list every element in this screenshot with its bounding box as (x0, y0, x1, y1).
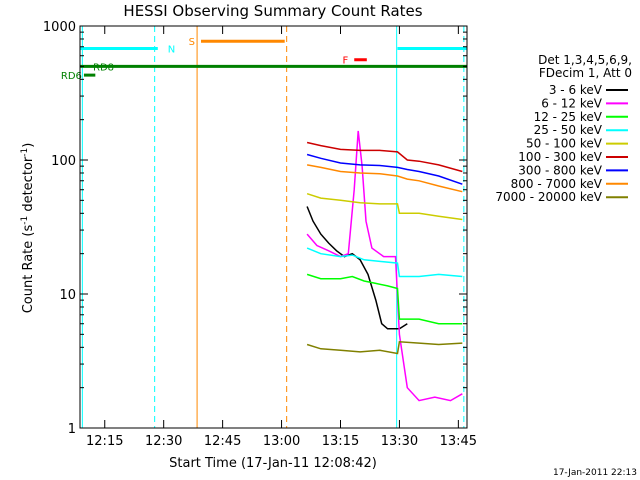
flag-label-rd8: RD8 (93, 62, 114, 73)
flag-bars: N S F RD8 RD6 (61, 37, 467, 82)
series-line-12-25-kev (306, 273, 463, 325)
plot-frame (79, 25, 468, 429)
y-tick-label-1: 1 (68, 422, 76, 437)
footer-timestamp: 17-Jan-2011 22:13 (553, 468, 637, 478)
y-axis-label: Count Rate (s-1 detector-1) (20, 143, 36, 314)
x-tick-label-12-30: 12:30 (145, 434, 182, 449)
legend-header-0: Det 1,3,4,5,6,9, (538, 53, 632, 67)
series-line-800-7000-kev (306, 164, 463, 193)
axis-ticks: 12:15 12:30 12:45 13:00 13:15 13:30 13:45 1 10 10… (43, 20, 477, 449)
legend-label-300-800-kev: 300 - 800 keV (518, 163, 602, 177)
legend-label-100-300-kev: 100 - 300 keV (518, 150, 602, 164)
legend-label-12-25-kev: 12 - 25 keV (534, 110, 603, 124)
x-tick-label-12-15: 12:15 (86, 434, 123, 449)
series-lines (306, 130, 463, 402)
series-line-7000-20000-kev (306, 341, 463, 355)
x-axis-label: Start Time (17-Jan-11 12:08:42) (169, 456, 377, 471)
chart-title: HESSI Observing Summary Count Rates (123, 2, 422, 20)
legend-label-25-50-kev: 25 - 50 keV (534, 123, 603, 137)
x-tick-label-13-00: 13:00 (263, 434, 300, 449)
vertical-markers (81, 26, 465, 428)
series-line-100-300-kev (306, 141, 463, 173)
y-tick-label-100: 100 (51, 154, 76, 169)
flag-label-rd6: RD6 (61, 71, 82, 82)
x-tick-label-12-45: 12:45 (204, 434, 241, 449)
flag-label-f: F (342, 56, 348, 67)
flag-label-s: S (189, 37, 195, 48)
legend: Det 1,3,4,5,6,9,FDecim 1, Att 0 3 - 6 keV… (495, 53, 632, 204)
legend-label-6-12-kev: 6 - 12 keV (541, 96, 603, 110)
y-axis-label-mid: detector (21, 156, 36, 216)
series-line-25-50-kev (306, 247, 463, 278)
series-line-50-100-kev (306, 192, 463, 221)
x-tick-label-13-45: 13:45 (440, 434, 477, 449)
series-line-300-800-kev (306, 153, 463, 185)
y-axis-label-end: ) (21, 143, 36, 148)
y-tick-label-1000: 1000 (43, 20, 76, 35)
legend-label-50-100-kev: 50 - 100 keV (526, 137, 603, 151)
legend-label-800-7000-kev: 800 - 7000 keV (511, 177, 603, 191)
x-tick-label-13-15: 13:15 (322, 434, 359, 449)
flag-label-n: N (168, 44, 175, 55)
legend-header-1: FDecim 1, Att 0 (539, 66, 632, 80)
legend-label-3-6-kev: 3 - 6 keV (549, 83, 603, 97)
y-axis-label-main: Count Rate (s (21, 225, 36, 314)
x-tick-label-13-30: 13:30 (381, 434, 418, 449)
y-axis-label-sup1: -1 (20, 216, 30, 225)
legend-label-7000-20000-kev: 7000 - 20000 keV (495, 190, 602, 204)
y-axis-label-sup2: -1 (20, 148, 30, 157)
y-tick-label-10: 10 (59, 288, 76, 303)
